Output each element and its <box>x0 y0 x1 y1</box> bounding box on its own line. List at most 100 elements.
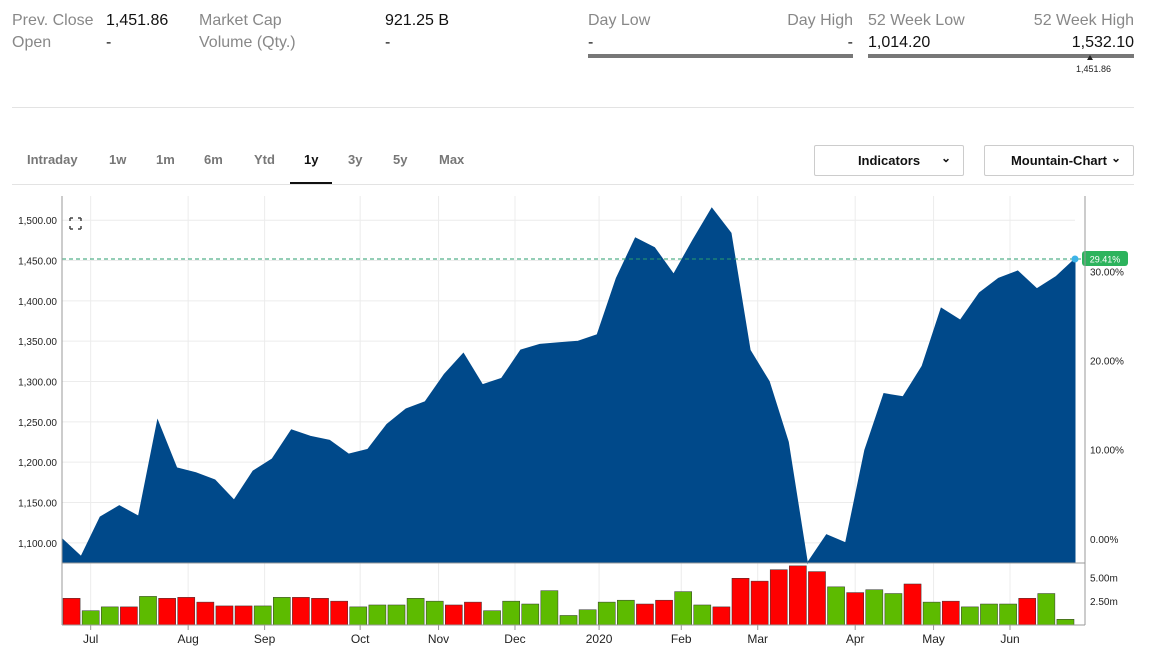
tab-5y[interactable]: 5y <box>393 152 408 167</box>
volume-bar <box>980 603 998 626</box>
volume-bar <box>999 603 1017 626</box>
price-tick-label: 1,100.00 <box>18 539 57 550</box>
chart-top-divider <box>12 184 1134 185</box>
volume-bar <box>406 598 425 626</box>
x-tick-label: May <box>922 632 945 646</box>
volume-bar <box>559 615 578 626</box>
volume-bar <box>100 606 119 626</box>
volume-bar <box>865 589 884 626</box>
open-label: Open <box>12 34 52 51</box>
volume-bar <box>1056 619 1075 626</box>
indicators-dropdown[interactable]: Indicators ⌄ <box>814 145 964 176</box>
volume-value: - <box>385 34 391 51</box>
volume-bar <box>597 601 616 626</box>
volume-bar <box>827 586 845 626</box>
price-tick-label: 1,200.00 <box>18 458 57 469</box>
x-tick-label: Jun <box>1000 632 1019 646</box>
pct-tick-label: 30.00% <box>1090 267 1124 278</box>
volume-bar <box>540 590 559 626</box>
tab-3y[interactable]: 3y <box>348 152 363 167</box>
volume-bar <box>636 603 654 626</box>
volume-bar <box>81 610 100 626</box>
volume-bar <box>330 600 348 626</box>
volume-bar <box>445 604 463 626</box>
price-tick-label: 1,450.00 <box>18 257 57 268</box>
x-tick-label: Oct <box>351 632 370 646</box>
tab-intraday[interactable]: Intraday <box>27 152 78 167</box>
day-range-bar <box>588 54 853 58</box>
market-cap-value: 921.25 B <box>385 12 450 29</box>
open-value: - <box>106 34 112 51</box>
volume-bar <box>425 600 444 626</box>
volume-bar <box>941 600 960 626</box>
indicators-label: Indicators <box>857 153 921 168</box>
volume-bar <box>62 598 81 626</box>
chart-type-label: Mountain-Chart <box>1010 153 1108 168</box>
pct-tick-label: 0.00% <box>1090 535 1118 546</box>
chart-type-dropdown[interactable]: Mountain-Chart ⌄ <box>984 145 1134 176</box>
volume-bar <box>578 609 597 626</box>
volume-bar <box>789 565 807 626</box>
pct-tick-label: 10.00% <box>1090 446 1124 457</box>
volume-bar <box>253 605 272 626</box>
chevron-down-icon: ⌄ <box>940 151 951 165</box>
tab-1m[interactable]: 1m <box>156 152 175 167</box>
market-cap-label: Market Cap <box>199 12 282 29</box>
volume-bar <box>464 601 482 626</box>
tab-1w[interactable]: 1w <box>109 152 127 167</box>
x-tick-label: Apr <box>846 632 865 646</box>
volume-bar <box>712 606 731 626</box>
volume-bar <box>617 599 635 626</box>
change-badge-text: 29.41% <box>1090 255 1121 265</box>
volume-tick-label: 2.50m <box>1090 597 1118 608</box>
volume-bar <box>387 604 406 626</box>
volume-bar <box>769 569 788 626</box>
x-tick-label: Feb <box>671 632 692 646</box>
volume-bar <box>272 597 291 626</box>
volume-bar <box>884 593 903 626</box>
day-low-label: Day Low <box>588 12 651 29</box>
volume-bar <box>674 591 692 626</box>
volume-bar <box>349 606 368 626</box>
price-tick-label: 1,300.00 <box>18 378 57 389</box>
week52-high-label: 52 Week High <box>1033 12 1134 29</box>
tab-max[interactable]: Max <box>439 152 465 167</box>
volume-bar <box>655 599 673 626</box>
volume-bar <box>177 597 196 626</box>
volume-bar <box>731 578 750 626</box>
volume-bar <box>158 598 176 626</box>
x-tick-label: Sep <box>254 632 276 646</box>
volume-bar <box>483 610 501 626</box>
day-low-value: - <box>588 34 594 51</box>
tab-6m[interactable]: 6m <box>204 152 223 167</box>
volume-bar <box>521 603 540 626</box>
last-price-point <box>1071 255 1079 263</box>
x-tick-label: Mar <box>747 632 768 646</box>
pct-tick-label: 20.00% <box>1090 357 1124 368</box>
expand-icon[interactable] <box>69 217 82 230</box>
change-badge <box>1082 251 1128 267</box>
active-tab-indicator <box>290 182 332 185</box>
day-high-value: - <box>847 34 853 51</box>
volume-bar <box>903 583 922 626</box>
tab-1y[interactable]: 1y <box>304 152 319 167</box>
x-tick-label: Aug <box>177 632 198 646</box>
prev-close-label: Prev. Close <box>12 12 94 29</box>
week52-low-value: 1,014.20 <box>868 34 931 51</box>
volume-bar <box>1018 598 1037 626</box>
x-tick-label: Nov <box>428 632 449 646</box>
volume-bar <box>196 601 215 626</box>
price-tick-label: 1,250.00 <box>18 418 57 429</box>
volume-bar <box>922 601 941 626</box>
volume-bar <box>120 606 138 626</box>
day-high-label: Day High <box>787 12 853 29</box>
volume-bar <box>292 597 310 626</box>
chevron-down-icon: ⌄ <box>1110 151 1121 165</box>
week52-marker-icon <box>1087 55 1093 60</box>
tab-ytd[interactable]: Ytd <box>254 152 275 167</box>
volume-bar <box>750 580 769 626</box>
volume-bar <box>1037 593 1056 626</box>
volume-bar <box>311 598 329 626</box>
prev-close-value: 1,451.86 <box>106 12 169 29</box>
week52-high-value: 1,532.10 <box>1071 34 1134 51</box>
